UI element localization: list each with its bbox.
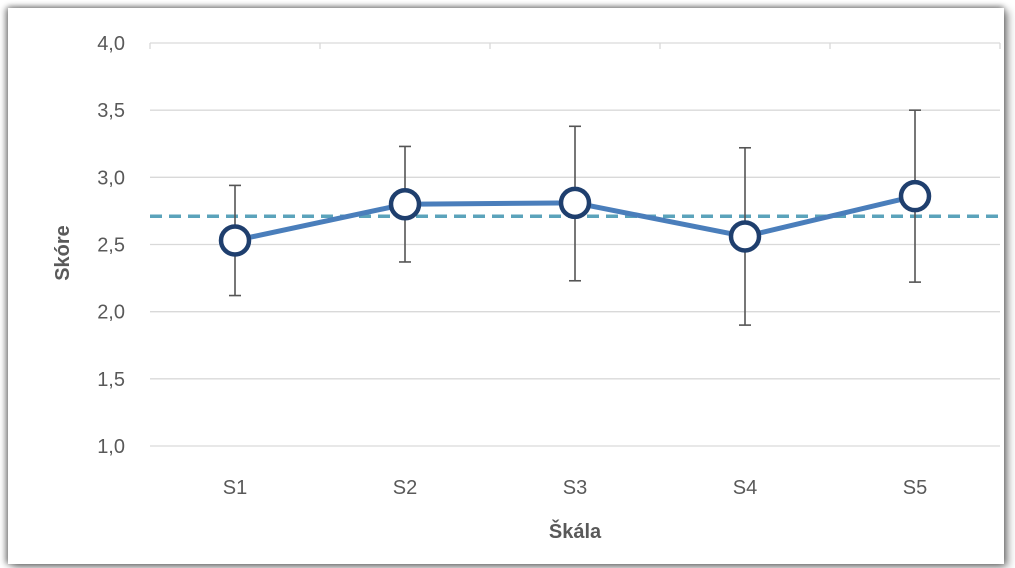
y-tick-labels: 1,0 1,5 2,0 2,5 3,0 3,5 4,0 [97,33,125,458]
data-point [728,220,762,253]
x-tick-label: S3 [563,477,587,499]
chart-frame: 1,0 1,5 2,0 2,5 3,0 3,5 4,0 S1 S2 S3 S4 S5 Škála S… [8,8,1004,564]
data-point [898,179,932,213]
y-tick-label: 2,0 [97,302,125,324]
x-tick-label: S4 [733,477,757,499]
y-tick-label: 1,0 [97,436,125,458]
x-tick-label: S5 [903,477,927,499]
y-tick-label: 2,5 [97,235,125,257]
x-axis-title: Škála [549,519,602,543]
x-tick-labels: S1 S2 S3 S4 S5 [223,477,927,499]
data-point [218,224,252,257]
data-point [388,187,422,221]
x-tick-label: S1 [223,477,247,499]
y-tick-label: 3,5 [97,100,125,122]
y-tick-label: 3,0 [97,167,125,189]
y-tick-label: 4,0 [97,33,125,55]
x-tick-label: S2 [393,477,417,499]
line-chart: 1,0 1,5 2,0 2,5 3,0 3,5 4,0 S1 S2 S3 S4 S5 Škála S… [52,33,1001,543]
y-axis-title: Skóre [52,225,74,281]
marker-layer [218,179,932,257]
y-tick-label: 1,5 [97,369,125,391]
data-point [558,186,592,220]
